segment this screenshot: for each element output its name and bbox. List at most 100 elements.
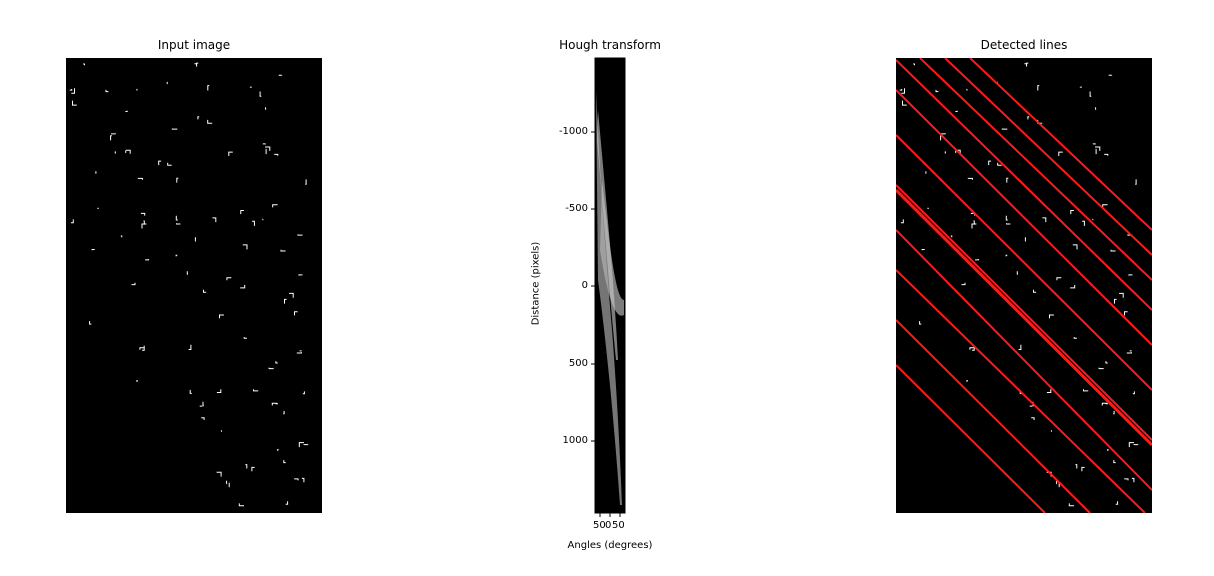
edge-fragment bbox=[969, 347, 975, 350]
edge-fragment bbox=[207, 85, 210, 91]
edge-fragment bbox=[97, 207, 99, 209]
detected-line bbox=[896, 134, 1152, 391]
edge-fragment bbox=[1026, 62, 1029, 67]
edge-fragment bbox=[253, 389, 259, 392]
edge-fragment bbox=[1033, 289, 1037, 293]
edge-fragment bbox=[1081, 466, 1085, 472]
detected-line-overlay bbox=[896, 58, 1152, 513]
edge-fragment bbox=[1027, 116, 1030, 120]
hough-ytick-label: -1000 bbox=[558, 126, 588, 137]
edge-fragment bbox=[1042, 217, 1047, 223]
edge-fragment bbox=[1107, 449, 1109, 451]
detected-line bbox=[896, 319, 1091, 513]
edge-fragment bbox=[925, 171, 927, 174]
edge-fragment bbox=[268, 367, 274, 370]
edge-fragment bbox=[1124, 311, 1128, 316]
edge-fragment bbox=[137, 177, 143, 180]
edge-fragment bbox=[927, 207, 929, 209]
edge-fragment bbox=[277, 449, 279, 451]
edge-fragment bbox=[302, 391, 305, 395]
edge-fragment bbox=[1016, 271, 1018, 275]
hough-yticks bbox=[591, 131, 595, 442]
edge-fragment bbox=[900, 219, 904, 224]
edge-fragment bbox=[141, 223, 147, 229]
edge-fragment bbox=[1075, 464, 1078, 469]
edge-fragment bbox=[294, 311, 298, 316]
input-edges bbox=[69, 62, 309, 507]
edge-fragment bbox=[997, 162, 1002, 166]
edge-fragment bbox=[1049, 314, 1054, 319]
edge-fragment bbox=[171, 128, 178, 130]
detected-line bbox=[969, 58, 1152, 231]
edge-fragment bbox=[91, 249, 95, 251]
edge-fragment bbox=[175, 215, 178, 221]
edge-fragment bbox=[136, 380, 138, 382]
edge-fragment bbox=[274, 153, 279, 156]
edge-fragment bbox=[289, 292, 294, 298]
edge-fragment bbox=[216, 389, 222, 393]
edge-fragment bbox=[175, 254, 178, 257]
edge-fragment bbox=[1005, 254, 1008, 257]
detected-lines-title: Detected lines bbox=[980, 38, 1068, 52]
input-image-area bbox=[66, 58, 322, 513]
edge-fragment bbox=[1095, 146, 1101, 151]
edge-fragment bbox=[1073, 337, 1077, 339]
edge-fragment bbox=[203, 289, 207, 293]
edge-fragment bbox=[1006, 177, 1009, 183]
detected-line bbox=[896, 188, 1152, 447]
edge-fragment bbox=[305, 179, 307, 185]
edge-fragment bbox=[1101, 402, 1107, 406]
edge-fragment bbox=[271, 402, 277, 406]
edge-fragment bbox=[944, 151, 946, 154]
edge-fragment bbox=[1098, 367, 1104, 370]
edge-fragment bbox=[145, 259, 149, 261]
detected-line bbox=[896, 269, 1146, 513]
edge-fragment bbox=[298, 274, 303, 276]
edge-fragment bbox=[1031, 417, 1035, 420]
detected-image-area bbox=[896, 58, 1152, 513]
edge-fragment bbox=[283, 460, 286, 464]
edge-fragment bbox=[259, 91, 262, 97]
edge-fragment bbox=[238, 503, 244, 507]
edge-fragment bbox=[1135, 179, 1137, 185]
edge-fragment bbox=[70, 219, 74, 224]
edge-fragment bbox=[72, 100, 77, 106]
edge-fragment bbox=[1104, 153, 1109, 156]
edge-fragment bbox=[1056, 277, 1062, 281]
edge-fragment bbox=[285, 501, 289, 505]
edge-fragment bbox=[1128, 442, 1134, 448]
edge-fragment bbox=[1037, 85, 1040, 91]
detected-line bbox=[896, 184, 1152, 441]
edge-fragment bbox=[919, 321, 922, 325]
hough-band bbox=[600, 180, 624, 316]
hough-transform-title: Hough transform bbox=[559, 38, 661, 52]
edge-fragment bbox=[1089, 91, 1092, 97]
edge-fragment bbox=[71, 88, 75, 94]
input-image-title: Input image bbox=[157, 38, 231, 52]
edge-fragment bbox=[245, 464, 248, 469]
hough-xtick-label: 50 bbox=[593, 520, 606, 531]
edge-fragment bbox=[95, 171, 97, 174]
edge-fragment bbox=[280, 249, 286, 252]
edge-fragment bbox=[275, 361, 278, 364]
edge-fragment bbox=[961, 282, 966, 286]
edge-fragment bbox=[1102, 204, 1108, 208]
edge-fragment bbox=[176, 223, 181, 225]
edge-fragment bbox=[105, 89, 109, 93]
edge-fragment bbox=[1005, 215, 1008, 221]
edge-fragment bbox=[197, 116, 200, 120]
edge-fragment bbox=[1113, 410, 1115, 415]
hough-band bbox=[596, 90, 622, 505]
edge-fragment bbox=[1083, 389, 1089, 392]
detected-line bbox=[896, 364, 1046, 513]
edge-fragment bbox=[1131, 477, 1135, 483]
edge-fragment bbox=[201, 417, 205, 420]
edge-fragment bbox=[251, 466, 255, 472]
edge-fragment bbox=[167, 162, 172, 166]
detected-line bbox=[919, 58, 1152, 281]
edge-fragment bbox=[228, 151, 233, 156]
edge-fragment bbox=[125, 149, 131, 154]
edge-fragment bbox=[207, 119, 213, 124]
edge-fragment bbox=[69, 89, 73, 91]
edge-fragment bbox=[89, 321, 92, 325]
